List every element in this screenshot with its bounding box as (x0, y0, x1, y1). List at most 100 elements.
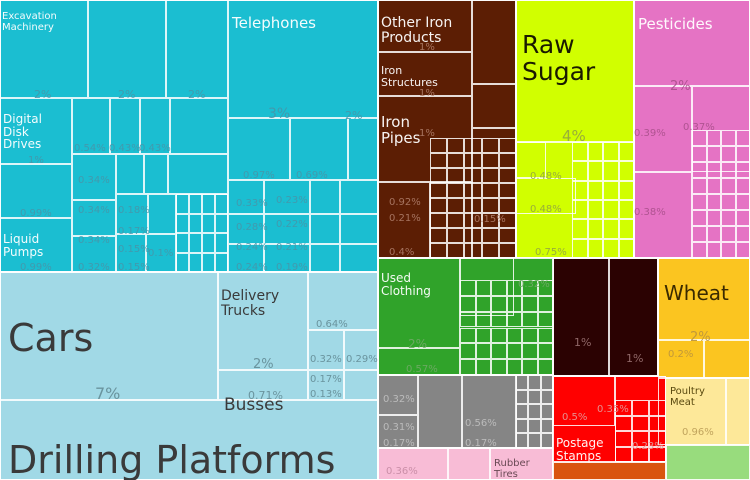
subcategory-cell (516, 433, 529, 448)
subcategory-cell (464, 198, 482, 213)
subcategory-cell (540, 404, 553, 419)
subcategory-cell (572, 219, 588, 239)
product-cell (116, 154, 144, 194)
subcategory-cell (481, 243, 499, 258)
subcategory-cell (491, 280, 507, 296)
product-cell (166, 0, 228, 98)
subcategory-cell (735, 226, 750, 242)
subcategory-cell (540, 418, 553, 434)
subcategory-cell (721, 162, 736, 178)
product-cell (170, 98, 228, 154)
subcategory-cell (649, 446, 666, 462)
subcategory-cell (649, 431, 666, 447)
subcategory-cell (735, 242, 750, 258)
subcategory-cell (481, 213, 499, 228)
subcategory-cell (522, 327, 538, 344)
product-cell (144, 154, 168, 194)
product-cell (228, 244, 264, 272)
product-cell (116, 194, 148, 234)
subcategory-cell (460, 280, 476, 296)
product-cell (228, 214, 264, 244)
subcategory-cell (537, 343, 553, 360)
product-cell (634, 0, 750, 86)
product-cell (340, 244, 378, 272)
subcategory-cell (189, 233, 202, 253)
subcategory-cell (215, 252, 228, 272)
subcategory-cell (587, 180, 603, 200)
product-cell (448, 448, 490, 480)
subcategory-cell (587, 200, 603, 220)
product-cell (308, 370, 344, 400)
subcategory-cell (572, 200, 588, 220)
subcategory-cell (498, 228, 516, 243)
category-other_green (666, 445, 750, 480)
product-cell (0, 164, 72, 218)
subcategory-cell (481, 168, 499, 183)
subcategory-cell (721, 242, 736, 258)
subcategory-cell (537, 359, 553, 375)
subcategory-cell (460, 295, 476, 312)
subcategory-cell (692, 242, 707, 258)
product-cell (516, 178, 576, 214)
product-cell (704, 340, 750, 378)
subcategory-cell (202, 252, 215, 272)
subcategory-cell (721, 210, 736, 226)
product-cell (72, 200, 116, 236)
product-cell (310, 214, 340, 244)
subcategory-cell (506, 280, 522, 296)
subcategory-cell (464, 153, 482, 168)
subcategory-cell (464, 138, 482, 153)
product-cell (340, 180, 378, 214)
subcategory-cell (537, 311, 553, 328)
subcategory-cell (464, 213, 482, 228)
subcategory-cell (603, 161, 619, 181)
subcategory-cell (475, 295, 491, 312)
subcategory-cell (522, 359, 538, 375)
subcategory-cell (491, 295, 507, 312)
subcategory-cell (603, 142, 619, 162)
product-cell (218, 272, 308, 370)
subcategory-cell (498, 138, 516, 153)
product-cell (264, 180, 310, 214)
subcategory-cell (572, 180, 588, 200)
subcategory-cell (572, 142, 588, 162)
subcategory-cell (706, 242, 721, 258)
subcategory-cell (692, 162, 707, 178)
product-cell (148, 194, 176, 234)
subcategory-cell (572, 238, 588, 258)
subcategory-cell (735, 130, 750, 146)
subcategory-cell (176, 194, 189, 214)
product-cell (116, 234, 146, 272)
subcategory-cell (464, 228, 482, 243)
subcategory-cell (215, 194, 228, 214)
product-cell (308, 330, 344, 370)
subcategory-cell (430, 243, 448, 258)
subcategory-cell (522, 311, 538, 328)
product-cell (290, 118, 348, 180)
subcategory-cell (491, 311, 507, 328)
subcategory-cell (706, 178, 721, 194)
subcategory-cell (615, 446, 632, 462)
subcategory-cell (522, 295, 538, 312)
subcategory-cell (447, 228, 465, 243)
product-cell (88, 0, 166, 98)
subcategory-cell (516, 404, 529, 419)
product-cell (344, 330, 378, 370)
subcategory-cell (706, 210, 721, 226)
subcategory-cell (603, 180, 619, 200)
product-cell (553, 376, 615, 426)
subcategory-cell (481, 153, 499, 168)
subcategory-cell (721, 178, 736, 194)
subcategory-cell (632, 400, 649, 416)
subcategory-cell (189, 252, 202, 272)
subcategory-cell (618, 161, 634, 181)
subcategory-cell (202, 233, 215, 253)
subcategory-cell (498, 153, 516, 168)
subcategory-cell (481, 138, 499, 153)
subcategory-cell (491, 327, 507, 344)
subcategory-cell (540, 375, 553, 390)
subcategory-cell (692, 130, 707, 146)
product-cell (378, 448, 448, 480)
subcategory-cell (506, 359, 522, 375)
subcategory-cell (603, 238, 619, 258)
